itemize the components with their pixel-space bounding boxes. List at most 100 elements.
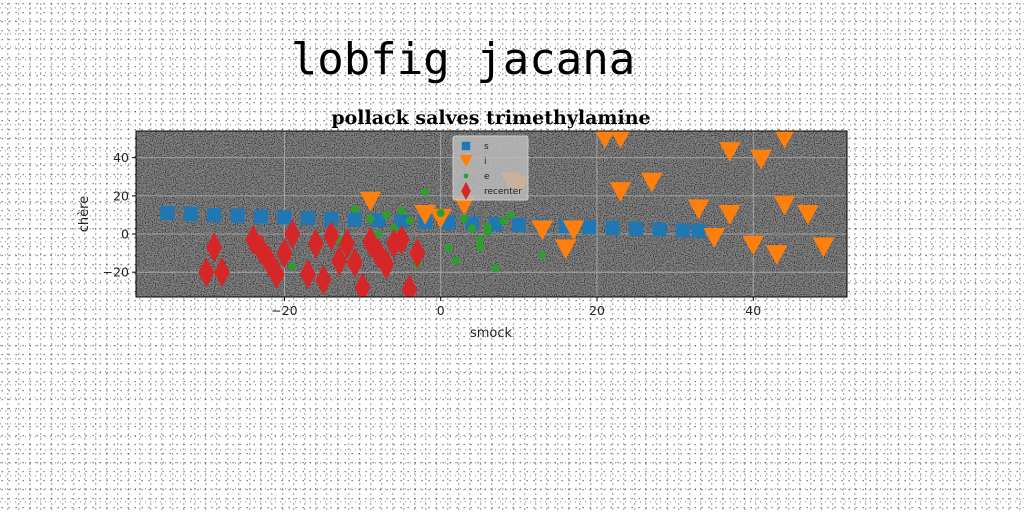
point-e	[444, 243, 453, 252]
point-e	[483, 228, 492, 237]
legend-marker-recenter	[461, 181, 471, 201]
point-recenter	[323, 220, 340, 252]
point-recenter	[362, 226, 379, 257]
point-recenter	[276, 237, 293, 269]
point-s	[254, 209, 269, 224]
point-e	[397, 207, 406, 216]
point-i	[812, 237, 835, 258]
axis-ticks: −20 0 20 40 −20 0 20 40	[103, 150, 762, 318]
point-recenter	[331, 245, 348, 276]
point-i	[562, 220, 585, 241]
point-e	[421, 188, 430, 197]
point-e	[382, 210, 391, 219]
point-s	[582, 220, 597, 235]
y-tick-label: 0	[121, 227, 129, 242]
x-axis-label: smock	[470, 326, 513, 341]
legend-marker-e	[463, 173, 469, 179]
point-s	[324, 211, 339, 226]
point-e	[366, 214, 375, 223]
legend-label-i: i	[484, 157, 487, 167]
point-recenter	[284, 218, 301, 250]
point-i	[774, 131, 795, 149]
series-recenter	[198, 218, 426, 297]
point-s	[488, 217, 503, 232]
point-i	[531, 220, 554, 241]
point-recenter	[299, 258, 316, 290]
point-i	[414, 205, 436, 225]
point-s	[160, 206, 175, 221]
point-i	[609, 182, 632, 202]
point-e	[405, 216, 414, 225]
point-s	[629, 221, 644, 236]
point-s	[394, 214, 409, 229]
point-i	[554, 239, 577, 260]
x-tick-label: 20	[589, 303, 605, 318]
legend-label-recenter: recenter	[484, 187, 522, 197]
point-e	[374, 230, 383, 239]
point-recenter	[401, 274, 418, 297]
point-recenter	[213, 256, 230, 288]
point-recenter	[409, 237, 426, 269]
point-e	[288, 262, 297, 271]
point-i	[703, 227, 725, 248]
point-s	[183, 207, 198, 221]
x-tick-label: −20	[271, 303, 297, 318]
point-recenter	[268, 258, 285, 290]
chart-title: pollack salves trimethylamine	[331, 107, 650, 129]
point-i	[640, 172, 663, 193]
point-recenter	[245, 224, 262, 255]
point-s	[675, 223, 690, 238]
point-recenter	[354, 272, 371, 297]
point-e	[460, 214, 469, 223]
point-recenter	[393, 224, 410, 255]
point-e	[436, 209, 445, 218]
y-axis-label: chère	[77, 196, 92, 232]
point-recenter	[307, 228, 324, 259]
point-s	[300, 211, 315, 226]
point-i	[429, 208, 452, 229]
point-recenter	[346, 247, 363, 278]
x-tick-label: 0	[437, 303, 445, 318]
point-i	[742, 235, 765, 256]
point-s	[691, 223, 706, 238]
plot-frame	[135, 130, 848, 298]
point-e	[491, 264, 500, 273]
point-e	[389, 224, 398, 233]
point-i	[797, 205, 819, 225]
point-recenter	[378, 249, 395, 280]
point-i	[359, 191, 382, 212]
point-i	[610, 131, 630, 149]
point-recenter	[198, 256, 215, 288]
point-s	[371, 213, 386, 228]
point-s	[511, 217, 526, 232]
point-recenter	[206, 232, 223, 263]
point-e	[350, 205, 359, 214]
point-recenter	[338, 228, 355, 259]
point-i	[719, 205, 741, 225]
point-i	[595, 131, 615, 149]
point-s	[652, 222, 667, 237]
y-tick-label: 40	[113, 150, 129, 165]
legend-box	[452, 135, 529, 201]
point-recenter	[253, 234, 269, 265]
point-e	[507, 210, 516, 219]
legend-marker-s	[461, 141, 471, 151]
legend-label-e: e	[484, 172, 490, 182]
point-e	[538, 251, 547, 260]
x-tick-label: 40	[745, 303, 761, 318]
point-e	[452, 256, 461, 265]
point-s	[207, 207, 222, 222]
point-s	[277, 210, 292, 225]
y-tick-label: −20	[103, 265, 129, 280]
point-e	[483, 222, 492, 231]
point-s	[230, 208, 245, 223]
point-i	[719, 142, 741, 162]
point-recenter	[315, 264, 332, 296]
legend-marker-i	[459, 155, 473, 167]
point-s	[605, 220, 620, 235]
legend-label-s: s	[484, 142, 489, 152]
point-i	[687, 199, 710, 220]
point-s	[347, 212, 362, 227]
legend: sie recenter	[452, 135, 529, 201]
